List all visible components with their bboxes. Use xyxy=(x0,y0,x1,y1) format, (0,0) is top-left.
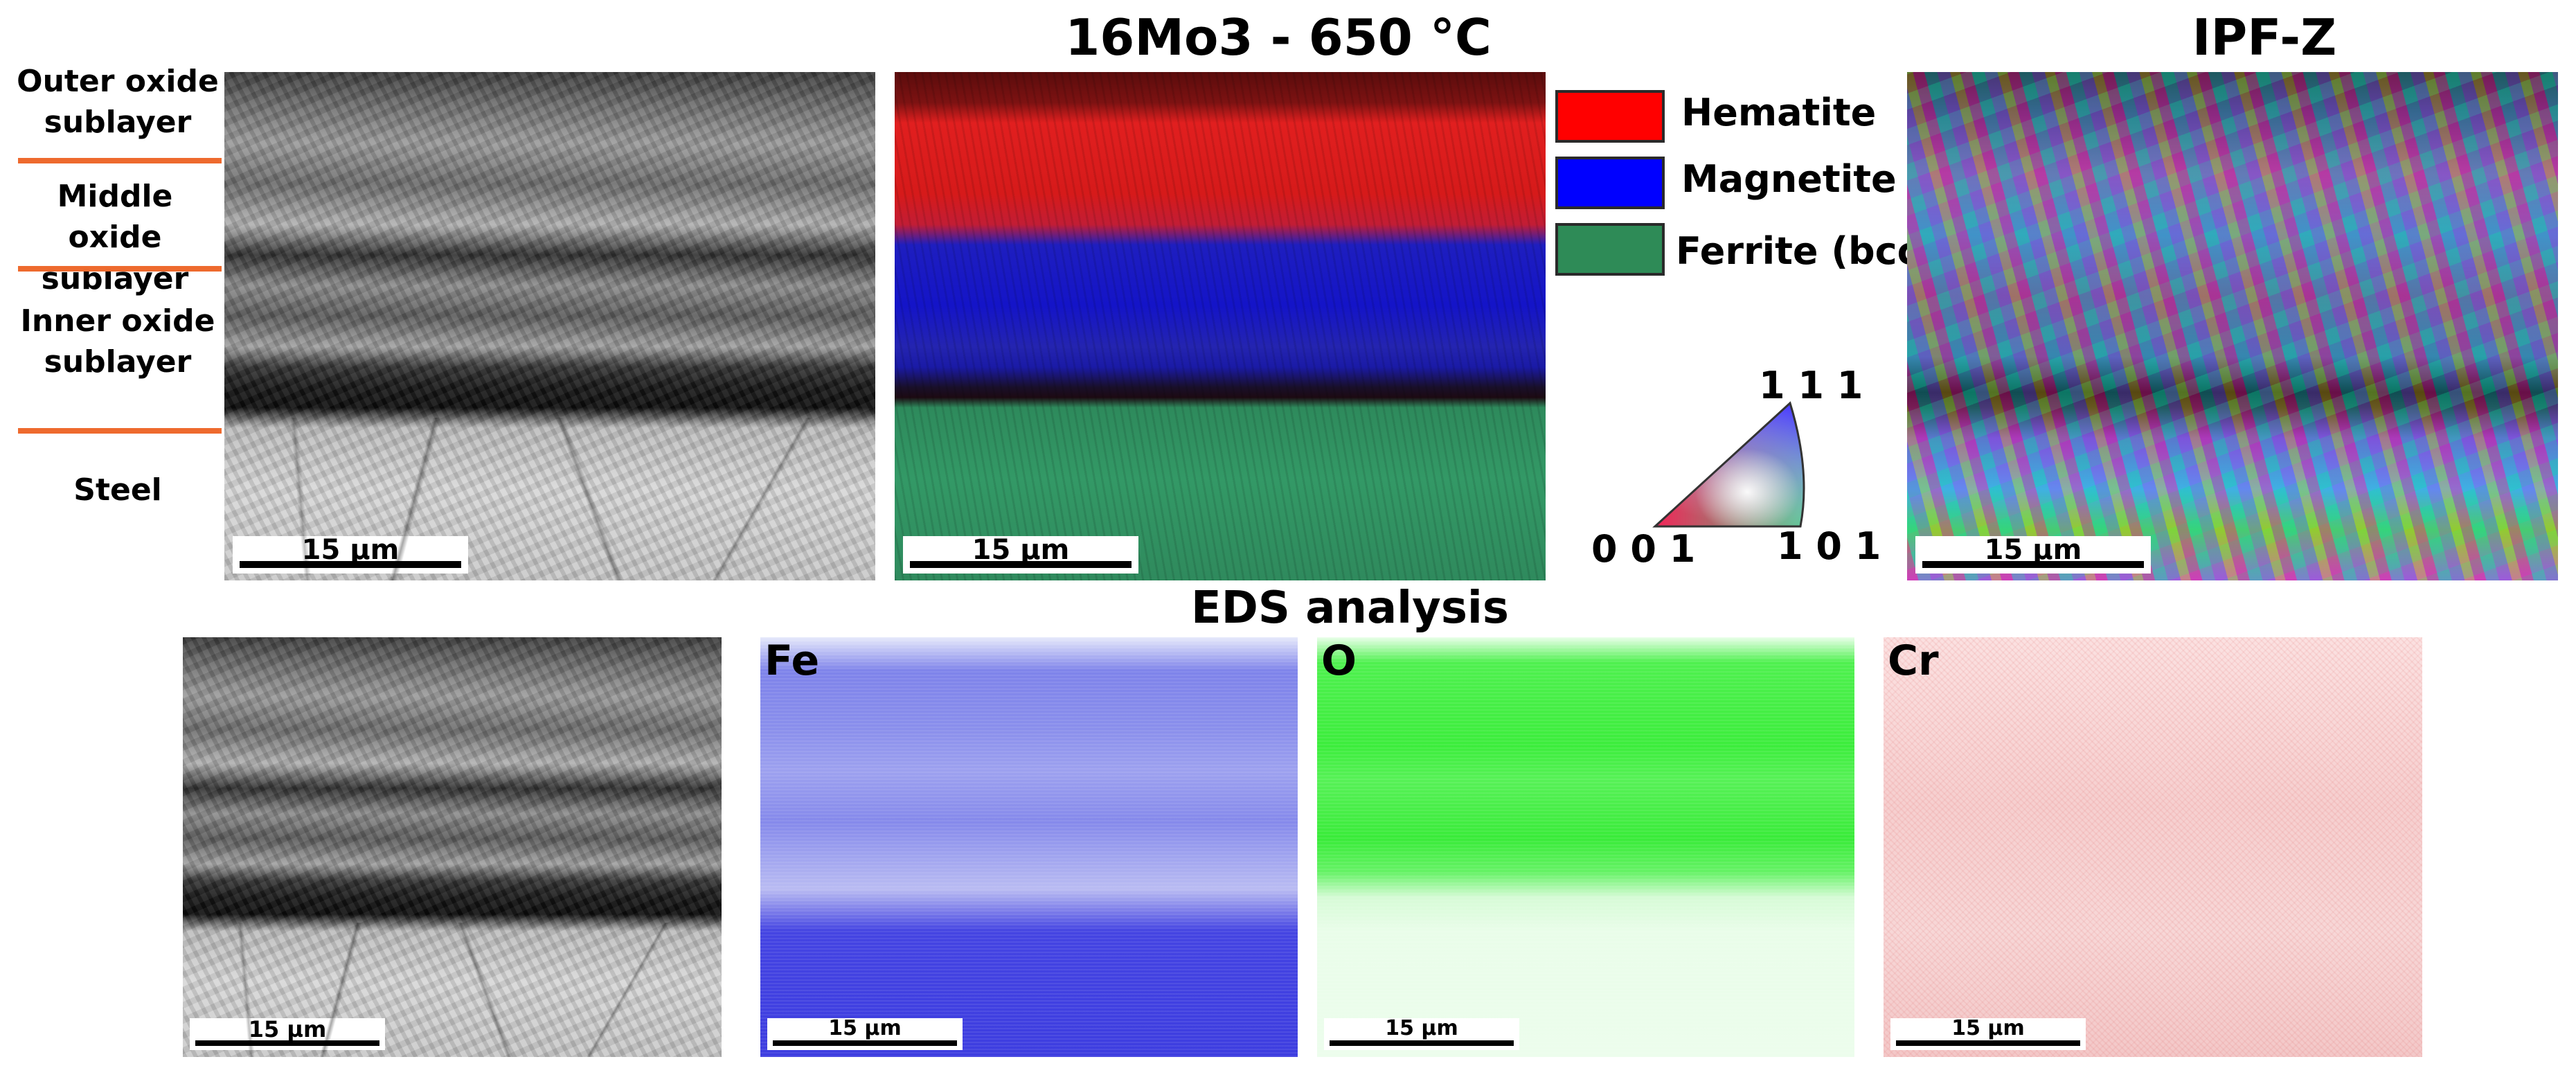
scale-bar-label: 15 µm xyxy=(828,1016,902,1040)
layer-separator xyxy=(18,266,222,272)
ipf-title: IPF-Z xyxy=(2192,8,2337,66)
legend-label-magnetite: Magnetite xyxy=(1681,157,1897,201)
legend-swatch-magnetite xyxy=(1555,157,1665,209)
eds-element-label: O xyxy=(1321,637,1357,685)
phase-map-image: 15 µm xyxy=(895,72,1546,580)
scale-bar: 15 µm xyxy=(233,536,468,574)
sem-image: 15 µm xyxy=(224,72,875,580)
scale-bar: 15 µm xyxy=(767,1018,963,1050)
scale-bar: 15 µm xyxy=(1890,1018,2086,1050)
layer-separator xyxy=(18,428,222,434)
layer-label-middle: Middle oxide sublayer xyxy=(41,179,189,296)
scale-bar-label: 15 µm xyxy=(301,534,400,566)
eds-map-cr: Cr 15 µm xyxy=(1884,637,2422,1057)
main-title: 16Mo3 - 650 °C xyxy=(1065,8,1492,66)
eds-element-label: Cr xyxy=(1888,637,1939,685)
scale-bar: 15 µm xyxy=(1915,536,2151,574)
eds-element-label: Fe xyxy=(764,637,820,685)
scale-bar-label: 15 µm xyxy=(1951,1016,2025,1040)
ipf-key-right-label: 1 0 1 xyxy=(1777,524,1881,568)
legend-swatch-hematite xyxy=(1555,90,1665,143)
scale-bar: 15 µm xyxy=(903,536,1138,574)
eds-map-o: O 15 µm xyxy=(1317,637,1854,1057)
scale-bar-label: 15 µm xyxy=(248,1016,327,1042)
scale-bar: 15 µm xyxy=(190,1018,385,1050)
layer-separator xyxy=(18,158,222,163)
eds-reference-sem-image: 15 µm xyxy=(183,637,722,1057)
ipf-key-left-label: 0 0 1 xyxy=(1591,527,1696,571)
eds-map-fe: Fe 15 µm xyxy=(760,637,1298,1057)
layer-label-inner: Inner oxide sublayer xyxy=(20,303,215,380)
scale-bar-label: 15 µm xyxy=(1385,1016,1458,1040)
ipf-key-top-label: 1 1 1 xyxy=(1759,364,1863,407)
scale-bar-label: 15 µm xyxy=(972,534,1070,566)
layer-label-outer: Outer oxide sublayer xyxy=(17,64,219,141)
scale-bar: 15 µm xyxy=(1324,1018,1519,1050)
eds-title: EDS analysis xyxy=(1191,583,1509,634)
legend-swatch-ferrite xyxy=(1555,223,1665,276)
scale-bar-label: 15 µm xyxy=(1984,534,2082,566)
layer-label-steel: Steel xyxy=(73,472,162,508)
legend-label-ferrite: Ferrite (bcc) xyxy=(1676,229,1937,273)
legend-label-hematite: Hematite xyxy=(1681,91,1877,134)
ipf-color-key xyxy=(1652,401,1805,528)
ipf-map-image: 15 µm xyxy=(1907,72,2558,580)
